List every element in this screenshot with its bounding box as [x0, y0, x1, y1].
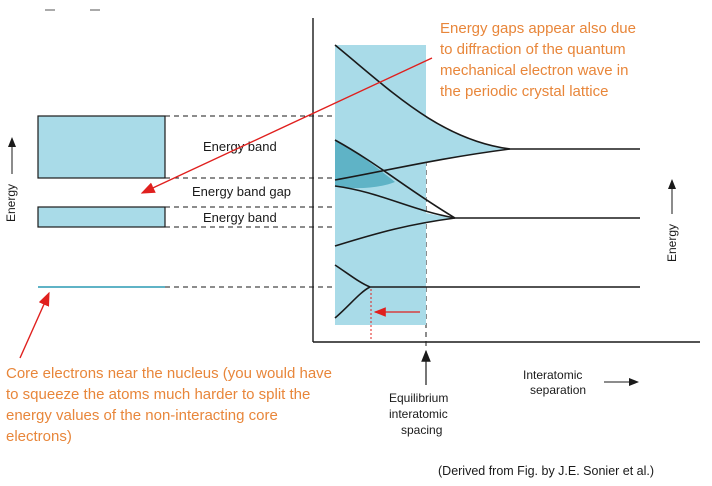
x-axis-label-line1: Interatomic — [523, 368, 582, 382]
right-energy-axis: Energy — [665, 179, 679, 262]
label-energy-right: Energy — [665, 224, 679, 262]
annotation-top-right-line4: the periodic crystal lattice — [440, 83, 608, 100]
annotation-bottom-left-line1: Core electrons near the nucleus (you wou… — [6, 365, 332, 382]
annotation-top-right: Energy gaps appear also due to diffracti… — [440, 20, 636, 100]
x-axis-label-line2: separation — [530, 383, 586, 397]
left-energy-axis: Energy — [4, 137, 18, 222]
annotation-bottom-left-line3: energy values of the non-interacting cor… — [6, 407, 278, 424]
equilibrium-label-line1: Equilibrium — [389, 391, 448, 405]
annotation-bottom-left-line4: electrons) — [6, 428, 72, 445]
label-energy-band-lower: Energy band — [203, 210, 277, 225]
annotation-top-right-line1: Energy gaps appear also due — [440, 20, 636, 37]
core-band-lobe — [335, 265, 370, 318]
label-energy-left: Energy — [4, 184, 18, 222]
equilibrium-label-line2: interatomic — [389, 407, 448, 421]
annotation-top-right-line3: mechanical electron wave in — [440, 62, 628, 79]
label-energy-band-gap: Energy band gap — [192, 184, 291, 199]
band-overlap — [335, 140, 395, 189]
label-energy-band-upper: Energy band — [203, 139, 277, 154]
annotation-top-right-line2: to diffraction of the quantum — [440, 41, 626, 58]
lower-band-rect — [37, 206, 166, 228]
upper-band-lobe — [335, 45, 510, 180]
equilibrium-label-line3: spacing — [401, 423, 442, 437]
core-annotation-arrow — [19, 291, 50, 359]
band-gap-annotation-arrow — [140, 57, 433, 194]
annotation-bottom-left-line2: to squeeze the atoms much harder to spli… — [6, 386, 310, 403]
lower-band-lobe — [335, 190, 455, 246]
upper-band-rect — [37, 115, 166, 179]
band-splitting-plot — [312, 18, 700, 385]
annotation-bottom-left: Core electrons near the nucleus (you wou… — [6, 365, 332, 445]
figure-credit: (Derived from Fig. by J.E. Sonier et al.… — [438, 464, 654, 478]
